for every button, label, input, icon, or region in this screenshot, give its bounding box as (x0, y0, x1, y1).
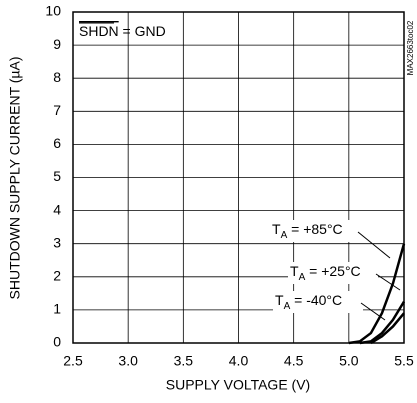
x-axis-label: SUPPLY VOLTAGE (V) (166, 377, 310, 393)
label-part: T (272, 221, 281, 237)
legend-label: TA = -40°C (275, 292, 342, 312)
annotation-part: SHDN (79, 23, 119, 39)
label-bg (270, 220, 360, 242)
curve (370, 312, 405, 345)
legend-label: TA = +25°C (290, 263, 361, 283)
y-tick-label: 4 (53, 201, 61, 217)
x-tick-label: 3.5 (174, 353, 194, 369)
y-tick-label: 6 (53, 135, 61, 151)
label-part: A (281, 230, 288, 241)
annotation-part: = GND (119, 23, 166, 39)
y-tick-label: 9 (53, 36, 61, 52)
label-part: T (275, 292, 284, 308)
y-tick-label: 3 (53, 234, 61, 250)
x-tick-label: 5.5 (394, 353, 414, 369)
curve (359, 300, 406, 345)
label-bg (288, 262, 378, 284)
label-part: A (299, 272, 306, 283)
label-part: = +85°C (287, 221, 342, 237)
leader (360, 302, 386, 321)
y-tick-label: 8 (53, 69, 61, 85)
label-part: A (284, 301, 291, 312)
leader (357, 231, 391, 259)
x-tick-label: 5.0 (339, 353, 359, 369)
y-tick-label: 10 (45, 3, 61, 19)
y-tick-label: 0 (53, 334, 61, 350)
y-tick-label: 5 (53, 168, 61, 184)
y-tick-label: 2 (53, 268, 61, 284)
x-tick-label: 4.5 (284, 353, 304, 369)
figure-id: MAX2663toc02 (406, 20, 415, 75)
y-tick-label: 1 (53, 301, 61, 317)
y-tick-label: 7 (53, 102, 61, 118)
y-axis-label: SHUTDOWN SUPPLY CURRENT (µA) (7, 57, 23, 300)
label-bg (273, 291, 363, 313)
x-tick-label: 2.5 (63, 353, 83, 369)
annotation: SHDN = GND (79, 23, 166, 39)
x-tick-label: 3.0 (118, 353, 138, 369)
leader (375, 273, 401, 291)
x-tick-label: 4.0 (229, 353, 249, 369)
label-part: = +25°C (305, 263, 360, 279)
label-part: = -40°C (290, 292, 342, 308)
label-part: T (290, 263, 299, 279)
legend-label: TA = +85°C (272, 221, 343, 241)
plot-frame (72, 11, 405, 344)
curve (348, 243, 406, 345)
